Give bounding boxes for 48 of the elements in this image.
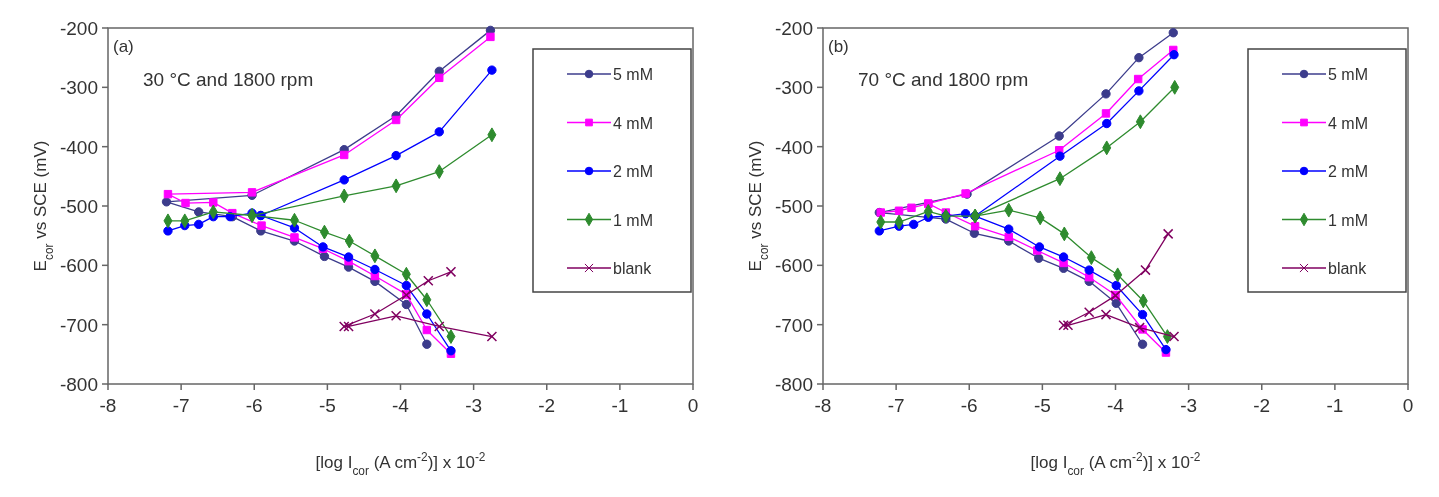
x-axis-title: [log I$_{cor}$ (A cm$^{-2}$)] x 10$^{-2}$ xyxy=(1030,450,1201,478)
y-tick-label: -700 xyxy=(59,314,98,336)
y-tick-label: -600 xyxy=(59,255,98,277)
legend-label: blank xyxy=(613,260,653,277)
x-tick-label: -6 xyxy=(960,395,978,416)
legend-label: 5 mM xyxy=(1328,66,1368,83)
legend-label: blank xyxy=(1328,260,1368,277)
x-tick-label: -3 xyxy=(1180,395,1198,416)
y-tick-label: -600 xyxy=(774,255,813,277)
legend-label: 5 mM xyxy=(613,66,653,83)
x-tick-label: -6 xyxy=(245,395,263,416)
y-tick-label: -800 xyxy=(59,374,98,395)
x-tick-label: -7 xyxy=(887,395,905,416)
x-tick-label: -5 xyxy=(318,395,336,416)
legend-label: 4 mM xyxy=(613,114,653,132)
annotation: 30 °C and 1800 rpm xyxy=(143,69,314,90)
x-tick-label: -5 xyxy=(1033,395,1051,416)
y-tick-label: -800 xyxy=(774,374,813,395)
y-tick-label: -400 xyxy=(59,136,98,158)
legend-label: 1 mM xyxy=(613,211,653,229)
y-tick-label: -200 xyxy=(59,18,98,39)
x-tick-label: -8 xyxy=(99,395,117,416)
x-tick-label: -4 xyxy=(1107,395,1125,416)
y-tick-label: -700 xyxy=(774,314,813,336)
legend-label: 2 mM xyxy=(1328,163,1368,180)
x-tick-label: -1 xyxy=(611,395,629,416)
y-tick-label: -300 xyxy=(774,77,813,99)
x-tick-label: -8 xyxy=(814,395,832,416)
y-tick-label: -500 xyxy=(59,196,98,217)
x-tick-label: -3 xyxy=(465,395,483,416)
legend-label: 2 mM xyxy=(613,163,653,180)
x-tick-label: 0 xyxy=(687,395,699,416)
annotation: 70 °C and 1800 rpm xyxy=(858,69,1029,90)
x-tick-label: 0 xyxy=(1402,395,1414,416)
legend-label: 1 mM xyxy=(1328,211,1368,229)
y-tick-label: -400 xyxy=(774,136,813,158)
y-tick-label: -500 xyxy=(774,196,813,217)
y-tick-label: -200 xyxy=(774,18,813,39)
x-tick-label: -7 xyxy=(172,395,190,416)
x-tick-label: -2 xyxy=(538,395,556,416)
y-tick-label: -300 xyxy=(59,77,98,99)
annotation: (a) xyxy=(113,37,134,56)
annotation: (b) xyxy=(828,37,849,56)
x-axis-title: [log I$_{cor}$ (A cm$^{-2}$)] x 10$^{-2}$ xyxy=(315,450,486,478)
x-tick-label: -1 xyxy=(1326,395,1344,416)
x-tick-label: -2 xyxy=(1253,395,1271,416)
legend-label: 4 mM xyxy=(1328,114,1368,132)
x-tick-label: -4 xyxy=(392,395,410,416)
